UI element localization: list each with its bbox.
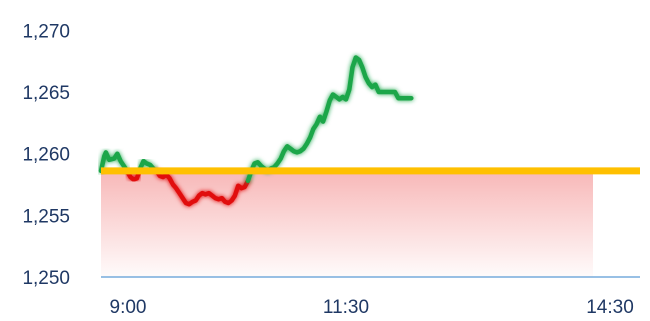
line-segment-above xyxy=(248,58,411,181)
y-axis-ticks: 1,250 1,255 1,260 1,265 1,270 xyxy=(22,21,70,289)
x-tick-label: 14:30 xyxy=(586,297,634,318)
x-tick-label: 9:00 xyxy=(110,297,147,318)
y-tick-label: 1,255 xyxy=(22,206,70,227)
y-tick-label: 1,260 xyxy=(22,145,70,166)
y-tick-label: 1,270 xyxy=(22,21,70,42)
y-tick-label: 1,265 xyxy=(22,83,70,104)
y-tick-label: 1,250 xyxy=(22,268,70,289)
x-tick-label: 11:30 xyxy=(323,297,369,318)
x-axis-ticks: 9:00 11:30 14:30 xyxy=(110,297,634,318)
